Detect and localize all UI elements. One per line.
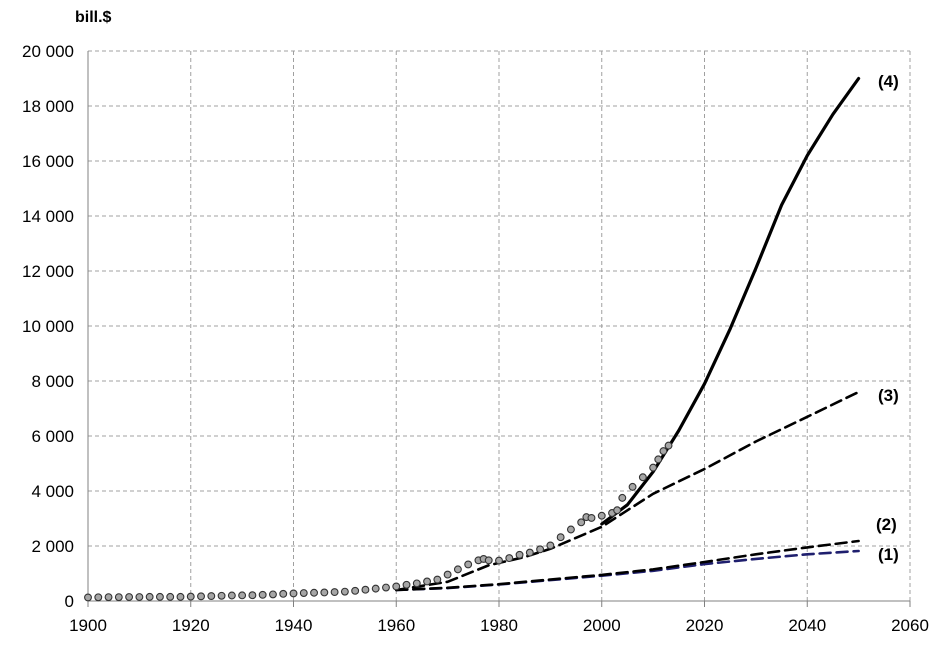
data-point-marker: [217, 591, 226, 600]
x-tick-label: 1980: [480, 616, 518, 635]
data-point-marker: [628, 482, 637, 491]
data-point-marker: [269, 590, 277, 599]
data-point-marker: [197, 592, 205, 601]
y-tick-label: 20 000: [22, 42, 74, 61]
data-point-marker: [155, 592, 164, 601]
y-tick-label: 14 000: [22, 207, 74, 226]
y-tick-label: 16 000: [22, 152, 74, 171]
y-tick-label: 4 000: [31, 482, 74, 501]
data-point-marker: [423, 577, 432, 586]
data-point-marker: [361, 585, 370, 594]
data-point-marker: [94, 593, 103, 602]
axes: [87, 51, 911, 607]
data-point-marker: [659, 447, 668, 456]
data-point-marker: [618, 493, 627, 502]
data-point-marker: [505, 554, 514, 563]
series-group: [84, 76, 861, 602]
data-point-marker: [114, 593, 123, 602]
y-tick-label: 0: [65, 592, 74, 611]
data-point-marker: [453, 565, 462, 574]
data-point-marker: [587, 513, 596, 522]
data-point-marker: [495, 556, 503, 565]
data-point-marker: [566, 525, 575, 534]
data-point-marker: [320, 588, 329, 597]
y-tick-labels: 0 2 000 4 000 6 000 8 000 10 000 12 000 14 000 1…: [22, 42, 74, 611]
data-point-marker: [166, 592, 175, 601]
y-tick-label: 18 000: [22, 97, 74, 116]
data-point-marker: [638, 473, 647, 482]
x-tick-label: 1900: [69, 616, 107, 635]
series-label-3: (3): [878, 386, 899, 405]
data-point-marker: [299, 589, 308, 597]
data-point-marker: [340, 587, 349, 596]
data-point-marker: [649, 463, 658, 472]
y-tick-label: 2 000: [31, 537, 74, 556]
data-point-marker: [664, 441, 673, 450]
series-label-1: (1): [878, 545, 899, 564]
data-point-marker: [654, 455, 663, 464]
data-point-marker: [145, 592, 154, 601]
data-point-marker: [125, 593, 134, 601]
data-point-marker: [546, 541, 555, 550]
x-tick-label: 1920: [172, 616, 210, 635]
y-tick-label: 8 000: [31, 372, 74, 391]
data-point-marker: [484, 556, 493, 565]
y-tick-label: 6 000: [31, 427, 74, 446]
data-point-marker: [310, 588, 318, 597]
series-line-1: [395, 549, 860, 592]
x-tick-label: 2060: [891, 616, 929, 635]
data-point-marker: [248, 591, 257, 600]
data-point-marker: [464, 560, 473, 569]
data-point-marker: [135, 593, 144, 601]
data-point-marker: [556, 533, 565, 542]
data-point-marker: [258, 590, 267, 599]
series-label-2: (2): [876, 515, 897, 534]
series-line-2: [395, 539, 860, 592]
data-point-marker: [207, 592, 216, 600]
historical-data-markers: [84, 441, 673, 602]
data-point-marker: [392, 582, 401, 591]
y-axis-unit-label: bill.$: [75, 9, 112, 26]
data-point-marker: [351, 586, 360, 595]
data-point-marker: [443, 570, 452, 579]
data-point-marker: [186, 592, 195, 601]
x-tick-label: 2000: [583, 616, 621, 635]
x-tick-label: 2040: [788, 616, 826, 635]
series-line-4: [600, 76, 861, 526]
data-point-marker: [382, 583, 390, 592]
data-point-marker: [525, 548, 534, 557]
series-label-4: (4): [878, 72, 899, 91]
data-point-marker: [613, 506, 622, 515]
data-point-marker: [227, 591, 236, 600]
data-point-marker: [412, 579, 421, 588]
data-point-marker: [577, 518, 586, 527]
y-tick-label: 12 000: [22, 262, 74, 281]
data-point-marker: [238, 591, 247, 600]
data-point-marker: [597, 511, 606, 520]
x-tick-labels: 1900 1920 1940 1960 1980 2000 2020 2040 2060: [69, 616, 929, 635]
x-tick-label: 2020: [686, 616, 724, 635]
data-point-marker: [371, 584, 380, 593]
data-point-marker: [84, 593, 92, 602]
series-labels: (1) (2) (3) (4): [876, 72, 899, 564]
data-point-marker: [176, 592, 185, 601]
y-tick-label: 10 000: [22, 317, 74, 336]
data-point-marker: [402, 580, 411, 589]
data-point-marker: [104, 593, 113, 602]
x-tick-label: 1940: [275, 616, 313, 635]
data-point-marker: [536, 545, 545, 554]
data-point-marker: [279, 589, 288, 598]
data-point-marker: [289, 589, 298, 598]
data-point-marker: [330, 588, 339, 597]
data-point-marker: [433, 575, 442, 584]
data-point-marker: [515, 550, 524, 559]
x-tick-label: 1960: [377, 616, 415, 635]
grid: [88, 50, 911, 601]
series-line-3: [395, 390, 860, 592]
